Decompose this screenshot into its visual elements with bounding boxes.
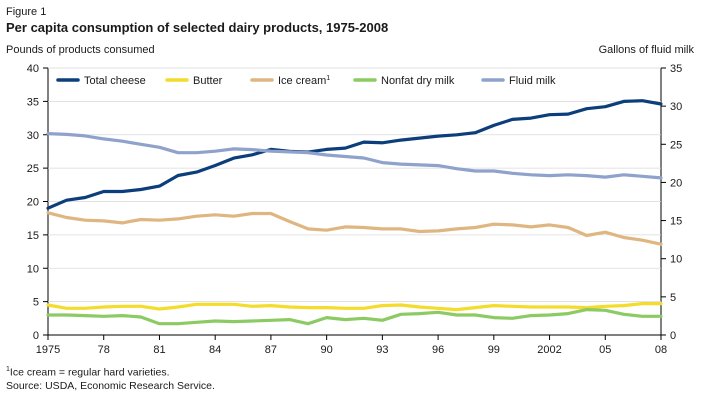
series-line-fluid-milk <box>46 132 663 180</box>
right-tick-label: 10 <box>670 254 682 266</box>
source-note: Source: USDA, Economic Research Service. <box>6 380 215 392</box>
figure-label: Figure 1 <box>6 6 47 18</box>
legend-label-fluid-milk: Fluid milk <box>509 75 556 87</box>
x-tick-label: 96 <box>432 344 444 356</box>
chart-legend: Total cheese Butter Ice cream1 Nonfat dry m… <box>56 75 556 87</box>
left-tick-label: 10 <box>27 263 39 275</box>
right-tick-label: 5 <box>670 292 676 304</box>
left-axis-label: Pounds of products consumed <box>6 44 155 56</box>
x-tick-label: 78 <box>98 344 110 356</box>
left-tick-label: 15 <box>27 230 39 242</box>
left-tick-label: 5 <box>33 297 39 309</box>
footnote-text: Ice cream = regular hard varieties. <box>9 366 170 379</box>
legend-label-ice-cream: Ice cream1 <box>278 75 330 87</box>
left-tick-label: 0 <box>33 330 39 342</box>
chart-series <box>46 99 663 326</box>
series-line-butter <box>46 302 663 312</box>
footnote-marker: 1 <box>6 366 10 373</box>
x-tick-label: 81 <box>153 344 165 356</box>
right-tick-label: 30 <box>670 101 682 113</box>
legend-label-total-cheese: Total cheese <box>84 75 146 87</box>
right-axis-label: Gallons of fluid milk <box>598 44 694 56</box>
left-tick-label: 30 <box>27 130 39 142</box>
left-tick-label: 35 <box>27 96 39 108</box>
right-tick-label: 35 <box>670 63 682 75</box>
right-tick-label: 0 <box>670 330 676 342</box>
legend-superscript: 1 <box>326 75 330 82</box>
right-tick-label: 20 <box>670 177 682 189</box>
right-tick-label: 25 <box>670 139 682 151</box>
x-tick-label: 05 <box>599 344 611 356</box>
footnote: 1Ice cream = regular hard varieties. <box>6 366 170 379</box>
right-tick-label: 15 <box>670 216 682 228</box>
x-tick-label: 90 <box>321 344 333 356</box>
left-tick-label: 40 <box>27 63 39 75</box>
series-line-total-cheese <box>46 99 663 210</box>
series-line-ice-cream <box>46 211 663 246</box>
series-line-nonfat-dry-milk <box>46 308 663 326</box>
x-tick-label: 99 <box>488 344 500 356</box>
x-tick-label: 2002 <box>537 344 561 356</box>
x-tick-label: 1975 <box>36 344 60 356</box>
x-tick-label: 93 <box>376 344 388 356</box>
chart-title: Per capita consumption of selected dairy… <box>6 20 389 35</box>
legend-label-nonfat-dry-milk: Nonfat dry milk <box>381 75 455 87</box>
x-tick-label: 08 <box>655 344 667 356</box>
left-tick-label: 25 <box>27 163 39 175</box>
x-tick-label: 84 <box>209 344 221 356</box>
left-tick-label: 20 <box>27 197 39 209</box>
x-tick-label: 87 <box>265 344 277 356</box>
legend-label-butter: Butter <box>193 75 223 87</box>
